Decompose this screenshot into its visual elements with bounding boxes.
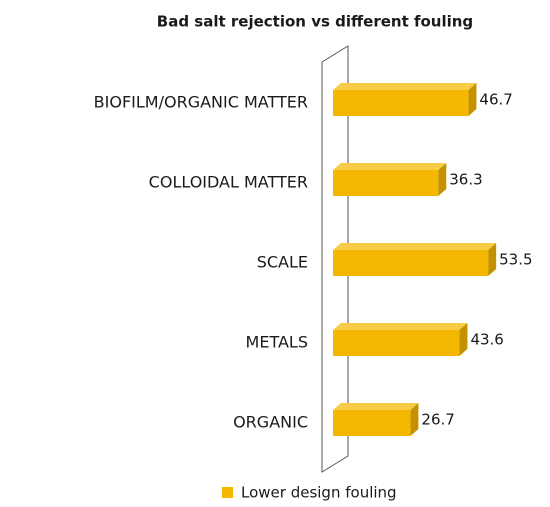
bar-top [333,243,497,250]
bar [333,243,497,276]
bar [333,403,419,436]
y-tick-label: METALS [246,333,308,352]
bar-side [459,323,468,356]
bar-side [488,243,497,276]
chart-title: Bad salt rejection vs different fouling [157,13,473,31]
data-label: 46.7 [479,91,512,109]
bar-top [333,403,419,410]
bar-top [333,83,477,90]
bar-side [410,403,419,436]
bar-side [438,163,447,196]
bar-top [333,323,468,330]
data-label: 43.6 [470,331,503,349]
legend-swatch [222,487,233,498]
bar [333,323,468,356]
y-tick-label: COLLOIDAL MATTER [149,173,308,192]
bar-top [333,163,447,170]
bar [333,163,447,196]
data-label: 36.3 [449,171,482,189]
bar [333,83,477,116]
bar-side [468,83,477,116]
y-tick-label: BIOFILM/ORGANIC MATTER [94,93,308,112]
back-wall [321,45,349,473]
bar-front [333,330,460,356]
bar-front [333,250,489,276]
bar-front [333,170,439,196]
y-tick-label: ORGANIC [233,413,308,432]
bar-front [333,90,469,116]
data-label: 53.5 [499,251,532,269]
legend-label: Lower design fouling [241,484,397,502]
bar-front [333,410,411,436]
data-label: 26.7 [421,411,454,429]
y-tick-label: SCALE [257,253,308,272]
